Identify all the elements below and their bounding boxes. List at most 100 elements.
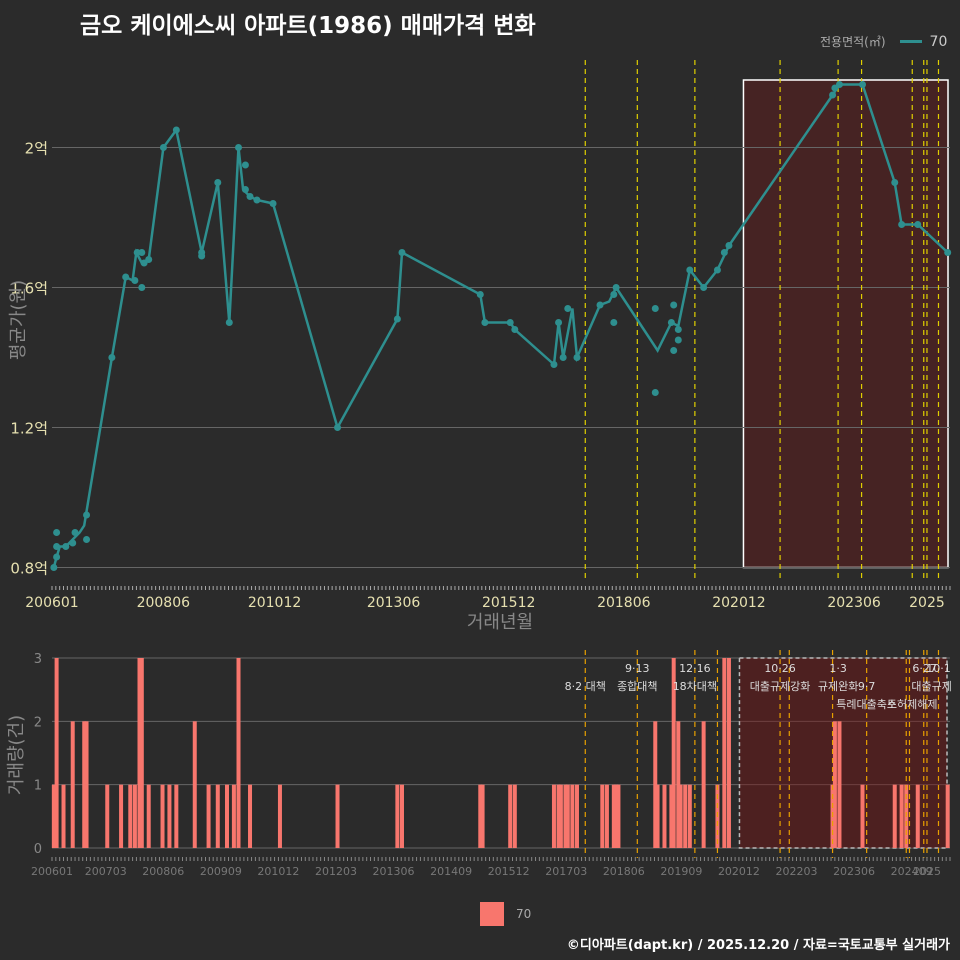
price-point (53, 543, 61, 550)
volume-bar (574, 784, 579, 848)
volume-bar (832, 721, 837, 848)
volume-bar (662, 784, 667, 848)
policy-label: 9·7 (858, 680, 876, 693)
price-line (52, 83, 949, 568)
price-point (564, 305, 572, 312)
volume-chart: 0 1 2 3 8·2 대책 9·13 종합대책 12·16 18차대책 10·26 대출규제강화 1… (6, 650, 952, 878)
price-point (667, 319, 675, 326)
volume-bar (701, 721, 706, 848)
price-point (214, 179, 222, 186)
price-point (246, 193, 254, 200)
volume-bar (132, 784, 137, 848)
legend-bottom: 70 (480, 902, 531, 926)
y-tick-label: 3 (34, 652, 42, 667)
price-point (108, 354, 116, 361)
price-point (131, 277, 139, 284)
policy-label: 규제완화 (818, 680, 858, 693)
price-point (612, 284, 620, 291)
price-point (53, 529, 61, 536)
policy-label: 대출규제강화 (750, 680, 811, 693)
x-tick-label: 202409 (891, 865, 933, 878)
volume-bar (669, 784, 674, 848)
highlight-region (742, 79, 949, 569)
y-tick-label: 1.2억 (10, 420, 48, 438)
price-chart: 0.8억 1.2억 1.6억 2억 200601 200806 201012 201306 20… (8, 60, 952, 633)
price-point (172, 126, 180, 134)
chart-title: 금오 케이에스씨 아파트(1986) 매매가격 변화 (80, 13, 536, 39)
volume-bar (480, 784, 485, 848)
price-point (829, 91, 837, 99)
policy-label: 12·16 (679, 662, 711, 675)
volume-bar (128, 784, 133, 848)
policy-label: 대출규제 (911, 680, 951, 693)
price-point (159, 144, 167, 151)
volume-bar (683, 784, 688, 848)
price-point (393, 315, 401, 323)
y-tick-label: 1 (34, 779, 42, 794)
volume-bar (616, 784, 621, 848)
volume-bar (236, 658, 241, 848)
volume-bar (563, 784, 568, 848)
volume-bar (231, 784, 236, 848)
price-point (241, 186, 249, 193)
x-tick-label: 201306 (367, 595, 421, 611)
volume-bar (478, 784, 483, 848)
volume-bar (600, 784, 605, 848)
price-point (674, 326, 682, 333)
price-point (891, 179, 899, 186)
policy-label: 10·26 (764, 662, 796, 675)
volume-bar (335, 784, 340, 848)
legend-bar-series-name: 70 (516, 907, 532, 921)
volume-bar (899, 784, 904, 848)
volume-bar (248, 784, 253, 848)
volume-bar (512, 784, 517, 848)
price-point (235, 144, 243, 151)
volume-bar (655, 784, 660, 848)
price-point (511, 326, 519, 333)
price-point (481, 319, 489, 326)
legend-title: 전용면적(㎡) (820, 35, 886, 49)
x-tick-label: 202012 (712, 595, 765, 611)
volume-bar (614, 784, 619, 848)
price-point (253, 196, 261, 204)
price-point (506, 319, 514, 326)
highlight-region (738, 657, 948, 849)
x-tick-label: 202306 (833, 865, 875, 878)
x-axis-label: 거래년월 (467, 612, 533, 633)
y-tick-label: 0 (34, 842, 42, 857)
price-point (334, 424, 342, 431)
volume-bar (277, 784, 282, 848)
volume-bar (604, 784, 609, 848)
x-tick-label: 201203 (315, 865, 357, 878)
price-point (69, 539, 77, 547)
volume-bar (192, 721, 197, 848)
y-axis-label: 거래량(건) (6, 715, 27, 795)
volume-bar (860, 784, 865, 848)
legend-line-swatch (899, 40, 922, 43)
price-point (670, 301, 678, 309)
volume-bar (399, 784, 404, 848)
price-point (225, 319, 233, 326)
x-tick-label: 201306 (373, 865, 415, 878)
price-point (670, 347, 678, 354)
volume-bar (146, 784, 151, 848)
volume-bar (671, 658, 676, 848)
price-point (83, 536, 91, 543)
volume-bar (722, 658, 727, 848)
volume-bar (160, 784, 165, 848)
volume-bar (174, 784, 179, 848)
price-point (674, 336, 682, 344)
price-point (573, 354, 581, 361)
legend-bar-swatch (480, 902, 504, 926)
volume-bar (558, 784, 563, 848)
policy-label: 종합대책 (617, 680, 657, 693)
x-tick-label: 200601 (31, 865, 73, 878)
price-point (713, 266, 721, 274)
price-point (71, 529, 79, 536)
volume-bar (945, 784, 950, 848)
price-point (476, 291, 484, 298)
y-axis-label: 평균가(원) (8, 280, 29, 360)
volume-bar (570, 784, 575, 848)
volume-bar (61, 784, 66, 848)
